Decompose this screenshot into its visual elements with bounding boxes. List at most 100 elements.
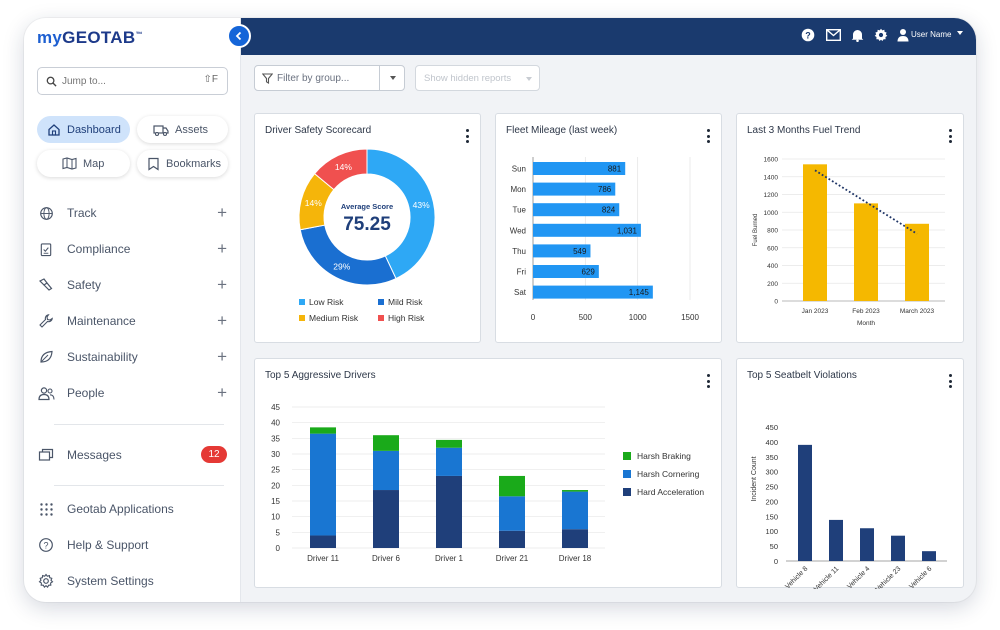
gear-icon[interactable] bbox=[874, 28, 888, 42]
sidebar: myGEOTAB™ ⇧F Dashboard Assets Map Bookma… bbox=[24, 18, 241, 602]
data-label: 786 bbox=[598, 185, 612, 194]
nav-system-settings[interactable]: System Settings bbox=[37, 571, 229, 591]
nav-label: Sustainability bbox=[67, 350, 138, 364]
bar-segment bbox=[499, 496, 525, 531]
nav-label: Compliance bbox=[67, 242, 131, 256]
y-tick-label: 10 bbox=[271, 513, 280, 522]
wrench-icon bbox=[37, 312, 55, 330]
bar-segment bbox=[562, 491, 588, 530]
legend-swatch bbox=[299, 315, 305, 321]
category-label: Tue bbox=[513, 206, 527, 215]
show-hidden-reports-button[interactable]: Show hidden reports bbox=[415, 65, 540, 91]
chevron-down-icon bbox=[526, 77, 532, 81]
nav-sustainability[interactable]: Sustainability + bbox=[37, 347, 229, 367]
fleet-mileage-card: Fleet Mileage (last week) Sun 881 Mon 786 Tu… bbox=[495, 113, 722, 343]
y-tick-label: 200 bbox=[765, 497, 778, 506]
more-options-icon[interactable] bbox=[949, 374, 953, 390]
more-options-icon[interactable] bbox=[707, 129, 711, 145]
y-tick-label: 1600 bbox=[764, 157, 779, 164]
nav-compliance[interactable]: Compliance + bbox=[37, 239, 229, 259]
bar-segment bbox=[562, 529, 588, 548]
nav-label: Help & Support bbox=[67, 538, 149, 552]
truck-icon bbox=[153, 124, 169, 136]
legend-label: Hard Acceleration bbox=[637, 487, 704, 497]
more-options-icon[interactable] bbox=[466, 129, 470, 145]
jump-to-search[interactable]: ⇧F bbox=[37, 67, 228, 95]
quick-nav-label: Bookmarks bbox=[166, 157, 222, 170]
quick-nav-assets[interactable]: Assets bbox=[137, 116, 228, 143]
card-title: Top 5 Aggressive Drivers bbox=[265, 370, 376, 381]
mail-icon[interactable] bbox=[826, 29, 841, 41]
category-label: Sun bbox=[512, 165, 526, 174]
average-score-label: Average Score bbox=[341, 202, 393, 211]
nav-label: System Settings bbox=[67, 574, 154, 588]
help-icon[interactable]: ? bbox=[801, 28, 815, 42]
quick-nav-label: Dashboard bbox=[67, 123, 121, 136]
quick-nav-bookmarks[interactable]: Bookmarks bbox=[137, 150, 228, 177]
geotab-logo[interactable]: myGEOTAB™ bbox=[37, 28, 143, 48]
expand-icon[interactable]: + bbox=[217, 203, 227, 222]
svg-text:?: ? bbox=[805, 30, 811, 40]
card-title: Fleet Mileage (last week) bbox=[506, 125, 618, 136]
expand-icon[interactable]: + bbox=[217, 239, 227, 258]
messages-icon bbox=[37, 446, 55, 464]
nav-label: Maintenance bbox=[67, 314, 136, 328]
slice-label: 29% bbox=[333, 261, 350, 271]
search-input[interactable] bbox=[62, 73, 192, 89]
fuel-trend-card: Last 3 Months Fuel Trend 0 200 400 600 800 10… bbox=[736, 113, 964, 343]
more-options-icon[interactable] bbox=[707, 374, 711, 390]
bell-icon[interactable] bbox=[851, 28, 864, 42]
y-tick-label: 5 bbox=[276, 528, 281, 537]
average-score-value: 75.25 bbox=[343, 214, 391, 235]
bar bbox=[533, 203, 620, 217]
user-menu-caret-icon[interactable] bbox=[957, 31, 963, 35]
group-filter[interactable]: Filter by group... bbox=[254, 65, 405, 91]
y-tick-label: 450 bbox=[765, 423, 778, 432]
nav-help-support[interactable]: ? Help & Support bbox=[37, 535, 229, 555]
expand-icon[interactable]: + bbox=[217, 347, 227, 366]
more-options-icon[interactable] bbox=[949, 129, 953, 145]
nav-label: Safety bbox=[67, 278, 102, 292]
nav-people[interactable]: People + bbox=[37, 383, 229, 403]
nav-track[interactable]: Track + bbox=[37, 203, 229, 223]
quick-nav-dashboard[interactable]: Dashboard bbox=[37, 116, 130, 143]
search-shortcut: ⇧F bbox=[203, 74, 219, 85]
bar bbox=[533, 244, 591, 258]
data-label: 881 bbox=[608, 165, 622, 174]
nav-maintenance[interactable]: Maintenance + bbox=[37, 311, 229, 331]
bar-segment bbox=[499, 530, 525, 548]
expand-icon[interactable]: + bbox=[217, 311, 227, 330]
user-avatar-icon[interactable] bbox=[897, 28, 909, 42]
nav-messages[interactable]: Messages 12 bbox=[37, 445, 229, 465]
slice-label: 43% bbox=[413, 200, 430, 210]
user-name[interactable]: User Name bbox=[911, 30, 952, 39]
sidebar-divider bbox=[54, 485, 224, 486]
aggressive-drivers-chart: 0 5 10 15 20 25 30 35 40 45 Driver 11 Driver 6 Drive… bbox=[271, 403, 704, 563]
expand-icon[interactable]: + bbox=[217, 383, 227, 402]
bar-segment bbox=[373, 490, 399, 548]
chevron-down-icon[interactable] bbox=[390, 76, 396, 80]
collapse-sidebar-button[interactable] bbox=[227, 24, 251, 48]
bar-segment bbox=[310, 433, 336, 536]
expand-icon[interactable]: + bbox=[217, 275, 227, 294]
x-tick-label: 1000 bbox=[629, 313, 647, 322]
nav-label: Geotab Applications bbox=[67, 502, 174, 516]
y-tick-label: 200 bbox=[767, 281, 778, 288]
x-tick-label: Vehicle 8 bbox=[784, 565, 809, 589]
search-icon bbox=[46, 74, 57, 92]
top-bar: ? User Name bbox=[241, 18, 976, 55]
y-tick-label: 100 bbox=[765, 527, 778, 536]
slice-label: 14% bbox=[335, 162, 352, 172]
bar-segment bbox=[562, 490, 588, 492]
y-tick-label: 0 bbox=[774, 557, 778, 566]
category-label: Wed bbox=[510, 226, 526, 235]
y-tick-label: 15 bbox=[271, 497, 280, 506]
quick-nav-map[interactable]: Map bbox=[37, 150, 130, 177]
bar-segment bbox=[436, 447, 462, 476]
nav-geotab-applications[interactable]: Geotab Applications bbox=[37, 499, 229, 519]
messages-badge: 12 bbox=[201, 446, 227, 463]
y-tick-label: 1000 bbox=[764, 210, 779, 217]
logo-prefix: my bbox=[37, 28, 63, 47]
nav-safety[interactable]: Safety + bbox=[37, 275, 229, 295]
trendline bbox=[814, 169, 918, 235]
